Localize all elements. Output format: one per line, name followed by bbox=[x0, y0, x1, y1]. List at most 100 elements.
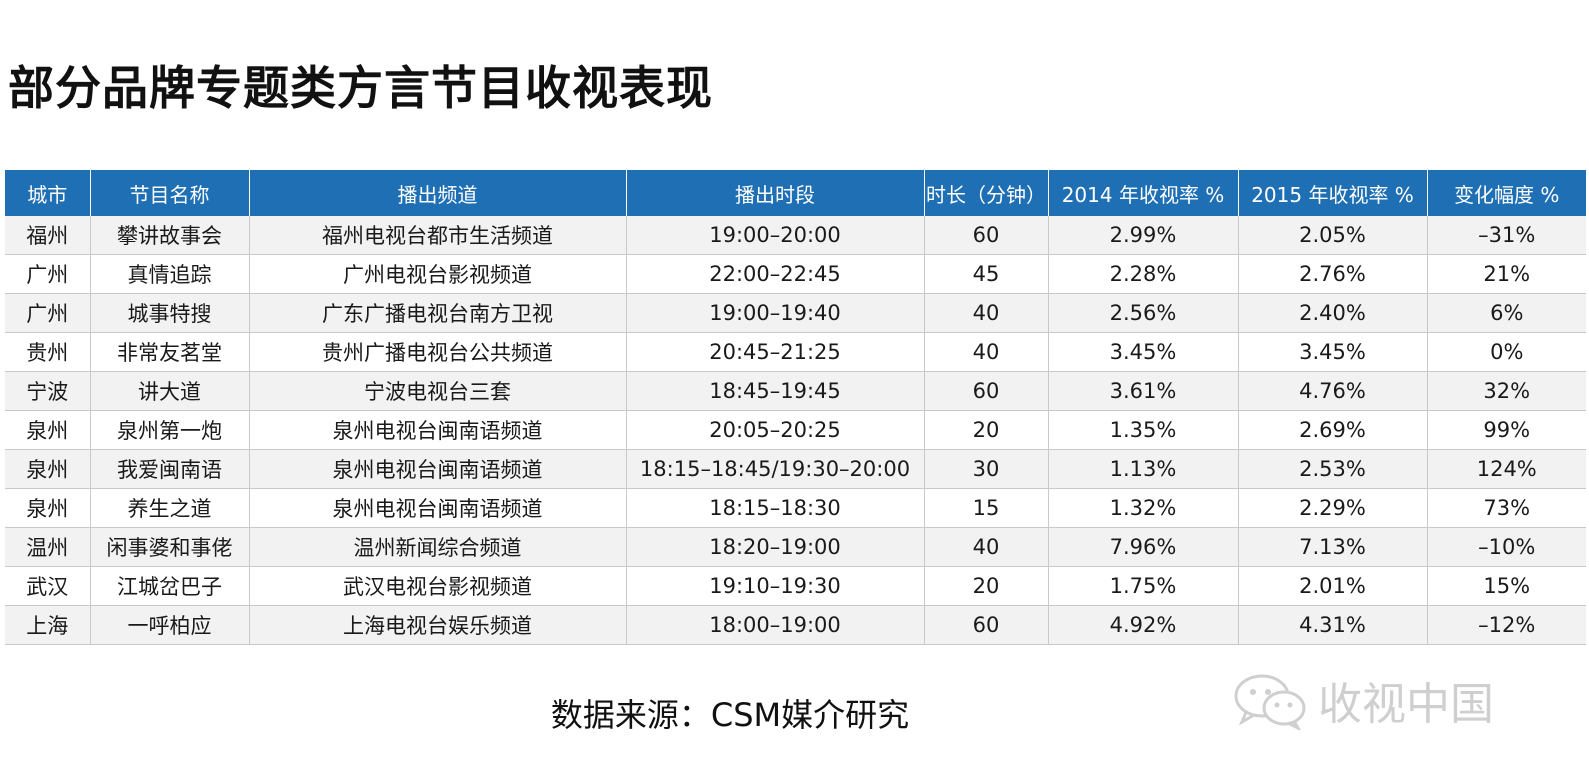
cell-city: 武汉 bbox=[5, 566, 91, 606]
column-header-timeslot: 播出时段 bbox=[626, 170, 925, 216]
table-row: 泉州 我爱闽南语 泉州电视台闽南语频道 18:15–18:45/19:30–20:00… bbox=[5, 449, 1586, 489]
column-header-program: 节目名称 bbox=[90, 170, 250, 216]
column-header-rating-2014: 2014 年收视率 % bbox=[1048, 170, 1239, 216]
cell-timeslot: 18:45–19:45 bbox=[626, 371, 925, 411]
cell-change: 124% bbox=[1427, 449, 1586, 489]
cell-duration: 60 bbox=[924, 605, 1049, 645]
column-header-change: 变化幅度 % bbox=[1427, 170, 1586, 216]
cell-city: 福州 bbox=[5, 216, 91, 255]
table-row: 泉州 养生之道 泉州电视台闽南语频道 18:15–18:30 15 1.32% 2.29% 7… bbox=[5, 488, 1586, 528]
cell-timeslot: 22:00–22:45 bbox=[626, 254, 925, 294]
cell-program: 真情追踪 bbox=[90, 254, 250, 294]
table-row: 武汉 江城岔巴子 武汉电视台影视频道 19:10–19:30 20 1.75% 2.01% 1… bbox=[5, 566, 1586, 606]
table-row: 广州 真情追踪 广州电视台影视频道 22:00–22:45 45 2.28% 2.76% 21… bbox=[5, 254, 1586, 294]
cell-duration: 45 bbox=[924, 254, 1049, 294]
cell-program: 非常友茗堂 bbox=[90, 332, 250, 372]
cell-timeslot: 19:00–20:00 bbox=[626, 216, 925, 255]
cell-channel: 泉州电视台闽南语频道 bbox=[249, 449, 627, 489]
cell-rating-2015: 2.01% bbox=[1238, 566, 1428, 606]
table-row: 贵州 非常友茗堂 贵州广播电视台公共频道 20:45–21:25 40 3.45% 3.45… bbox=[5, 332, 1586, 372]
cell-program: 一呼柏应 bbox=[90, 605, 250, 645]
cell-program: 讲大道 bbox=[90, 371, 250, 411]
cell-duration: 60 bbox=[924, 216, 1049, 255]
watermark: 收视中国 bbox=[1232, 668, 1494, 732]
cell-channel: 上海电视台娱乐频道 bbox=[249, 605, 627, 645]
cell-channel: 宁波电视台三套 bbox=[249, 371, 627, 411]
table-body: 福州 攀讲故事会 福州电视台都市生活频道 19:00–20:00 60 2.99% 2.05… bbox=[5, 216, 1586, 645]
cell-city: 上海 bbox=[5, 605, 91, 645]
cell-timeslot: 18:00–19:00 bbox=[626, 605, 925, 645]
cell-change: –31% bbox=[1427, 216, 1586, 255]
cell-rating-2014: 1.35% bbox=[1048, 410, 1239, 450]
table-row: 泉州 泉州第一炮 泉州电视台闽南语频道 20:05–20:25 20 1.35% 2.69%… bbox=[5, 410, 1586, 450]
cell-duration: 40 bbox=[924, 527, 1049, 567]
cell-change: 32% bbox=[1427, 371, 1586, 411]
cell-city: 泉州 bbox=[5, 449, 91, 489]
cell-channel: 泉州电视台闽南语频道 bbox=[249, 410, 627, 450]
table-header-row: 城市 节目名称 播出频道 播出时段 时长（分钟） 2014 年收视率 % 201… bbox=[5, 170, 1586, 216]
cell-duration: 60 bbox=[924, 371, 1049, 411]
cell-city: 温州 bbox=[5, 527, 91, 567]
cell-change: 73% bbox=[1427, 488, 1586, 528]
cell-change: 21% bbox=[1427, 254, 1586, 294]
watermark-text: 收视中国 bbox=[1318, 679, 1494, 730]
cell-city: 广州 bbox=[5, 254, 91, 294]
wechat-icon bbox=[1232, 670, 1308, 730]
cell-rating-2014: 3.61% bbox=[1048, 371, 1239, 411]
cell-duration: 30 bbox=[924, 449, 1049, 489]
cell-channel: 温州新闻综合频道 bbox=[249, 527, 627, 567]
ratings-table-container: 城市 节目名称 播出频道 播出时段 时长（分钟） 2014 年收视率 % 201… bbox=[5, 170, 1586, 645]
cell-change: –10% bbox=[1427, 527, 1586, 567]
cell-timeslot: 20:45–21:25 bbox=[626, 332, 925, 372]
cell-rating-2015: 2.69% bbox=[1238, 410, 1428, 450]
cell-program: 养生之道 bbox=[90, 488, 250, 528]
cell-rating-2015: 7.13% bbox=[1238, 527, 1428, 567]
cell-program: 江城岔巴子 bbox=[90, 566, 250, 606]
cell-change: –12% bbox=[1427, 605, 1586, 645]
cell-timeslot: 20:05–20:25 bbox=[626, 410, 925, 450]
cell-change: 0% bbox=[1427, 332, 1586, 372]
cell-rating-2015: 4.31% bbox=[1238, 605, 1428, 645]
cell-change: 99% bbox=[1427, 410, 1586, 450]
cell-timeslot: 19:00–19:40 bbox=[626, 293, 925, 333]
column-header-city: 城市 bbox=[5, 170, 91, 216]
cell-change: 6% bbox=[1427, 293, 1586, 333]
table-row: 福州 攀讲故事会 福州电视台都市生活频道 19:00–20:00 60 2.99% 2.05… bbox=[5, 216, 1586, 255]
cell-duration: 15 bbox=[924, 488, 1049, 528]
cell-rating-2014: 2.28% bbox=[1048, 254, 1239, 294]
cell-program: 我爱闽南语 bbox=[90, 449, 250, 489]
cell-rating-2014: 1.75% bbox=[1048, 566, 1239, 606]
cell-program: 泉州第一炮 bbox=[90, 410, 250, 450]
cell-rating-2015: 2.40% bbox=[1238, 293, 1428, 333]
data-source-note: 数据来源：CSM媒介研究 bbox=[550, 696, 910, 734]
cell-city: 广州 bbox=[5, 293, 91, 333]
cell-rating-2014: 4.92% bbox=[1048, 605, 1239, 645]
table-row: 上海 一呼柏应 上海电视台娱乐频道 18:00–19:00 60 4.92% 4.31% –1… bbox=[5, 605, 1586, 645]
cell-duration: 40 bbox=[924, 332, 1049, 372]
cell-city: 泉州 bbox=[5, 488, 91, 528]
cell-rating-2014: 1.13% bbox=[1048, 449, 1239, 489]
cell-rating-2014: 7.96% bbox=[1048, 527, 1239, 567]
cell-rating-2015: 2.05% bbox=[1238, 216, 1428, 255]
column-header-channel: 播出频道 bbox=[249, 170, 627, 216]
cell-rating-2015: 2.76% bbox=[1238, 254, 1428, 294]
cell-program: 城事特搜 bbox=[90, 293, 250, 333]
cell-timeslot: 18:20–19:00 bbox=[626, 527, 925, 567]
cell-city: 贵州 bbox=[5, 332, 91, 372]
cell-program: 攀讲故事会 bbox=[90, 216, 250, 255]
cell-channel: 广东广播电视台南方卫视 bbox=[249, 293, 627, 333]
cell-duration: 20 bbox=[924, 566, 1049, 606]
cell-timeslot: 18:15–18:45/19:30–20:00 bbox=[626, 449, 925, 489]
cell-rating-2014: 2.99% bbox=[1048, 216, 1239, 255]
ratings-table: 城市 节目名称 播出频道 播出时段 时长（分钟） 2014 年收视率 % 201… bbox=[5, 170, 1586, 645]
cell-city: 宁波 bbox=[5, 371, 91, 411]
cell-rating-2015: 4.76% bbox=[1238, 371, 1428, 411]
cell-change: 15% bbox=[1427, 566, 1586, 606]
cell-channel: 福州电视台都市生活频道 bbox=[249, 216, 627, 255]
cell-channel: 贵州广播电视台公共频道 bbox=[249, 332, 627, 372]
table-row: 宁波 讲大道 宁波电视台三套 18:45–19:45 60 3.61% 4.76% 32% bbox=[5, 371, 1586, 411]
cell-rating-2015: 3.45% bbox=[1238, 332, 1428, 372]
column-header-duration: 时长（分钟） bbox=[924, 170, 1049, 216]
cell-rating-2015: 2.53% bbox=[1238, 449, 1428, 489]
cell-rating-2014: 1.32% bbox=[1048, 488, 1239, 528]
